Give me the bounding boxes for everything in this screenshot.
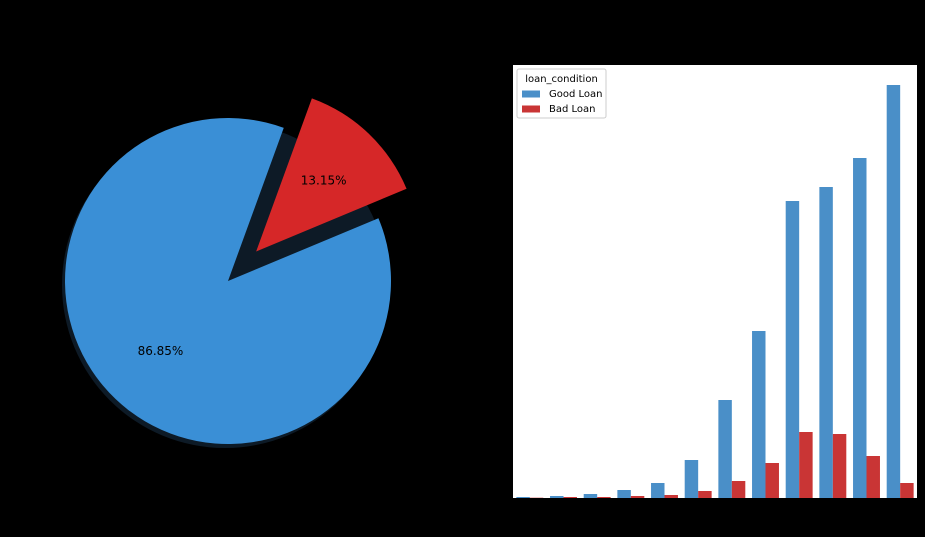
bar xyxy=(819,187,833,498)
legend-label: Bad Loan xyxy=(549,104,596,115)
bar-chart: loan_condition Good Loan Bad Loan xyxy=(513,65,917,498)
bar xyxy=(886,85,901,498)
pie-slice xyxy=(64,117,391,444)
bar xyxy=(684,460,699,498)
bar xyxy=(731,481,746,498)
pie-label: 86.85% xyxy=(138,344,184,358)
legend-title: loan_condition xyxy=(525,74,598,85)
bar xyxy=(550,496,564,498)
bar xyxy=(617,490,631,498)
pie-chart: 86.85% 13.15% xyxy=(62,98,407,448)
bar xyxy=(785,201,800,498)
bar xyxy=(698,491,712,498)
bar xyxy=(718,400,732,498)
bar xyxy=(752,331,766,498)
bar xyxy=(866,456,880,498)
bar xyxy=(853,158,867,498)
bar xyxy=(900,483,914,498)
bar xyxy=(765,463,779,498)
pie-label: 13.15% xyxy=(301,173,347,187)
bar xyxy=(563,497,577,498)
bar xyxy=(583,494,598,498)
legend-swatch xyxy=(522,90,540,98)
bar xyxy=(651,483,665,498)
bar xyxy=(597,497,611,498)
bar xyxy=(516,497,530,498)
legend-label: Good Loan xyxy=(549,89,603,100)
bar xyxy=(630,496,645,498)
pie-slice xyxy=(256,98,407,252)
bar xyxy=(799,432,813,498)
legend-swatch xyxy=(522,105,540,113)
bar xyxy=(664,495,678,498)
bar xyxy=(832,434,847,498)
plot-area xyxy=(513,65,917,498)
